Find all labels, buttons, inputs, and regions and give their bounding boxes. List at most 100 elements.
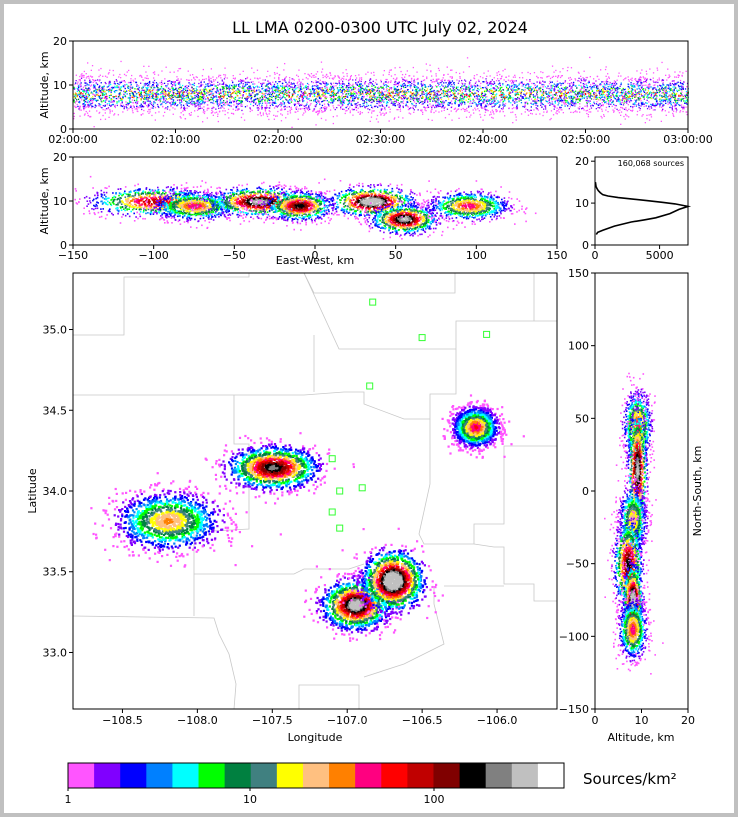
time-altitude-source-mark <box>481 87 484 89</box>
time-altitude-source-mark <box>192 88 194 90</box>
time-altitude-source-mark <box>107 107 110 109</box>
time-altitude-source-mark <box>449 95 451 98</box>
time-altitude-source-mark <box>203 109 205 111</box>
time-altitude-source-mark <box>398 92 400 94</box>
time-altitude-source-mark <box>416 71 418 73</box>
time-altitude-source-mark <box>104 112 106 114</box>
time-altitude-source-mark <box>556 84 558 86</box>
time-altitude-source-mark <box>368 91 370 93</box>
time-altitude-source-mark <box>672 102 675 104</box>
time-altitude-source-mark <box>180 87 183 89</box>
time-altitude-source-mark <box>643 84 645 86</box>
time-altitude-source-mark <box>111 100 113 102</box>
time-altitude-source-mark <box>294 87 296 89</box>
time-altitude-source-mark <box>302 92 304 95</box>
time-altitude-source-mark <box>642 114 644 116</box>
time-altitude-source-mark <box>81 73 83 75</box>
time-altitude-source-mark <box>578 77 580 79</box>
time-altitude-source-mark <box>100 82 102 84</box>
time-altitude-source-mark <box>608 83 610 86</box>
time-altitude-source-mark <box>342 104 344 106</box>
time-altitude-source-mark <box>671 83 674 85</box>
time-altitude-source-mark <box>681 74 683 77</box>
time-altitude-source-mark <box>631 77 633 79</box>
time-altitude-source-mark <box>352 91 354 93</box>
time-altitude-source-mark <box>394 95 396 97</box>
time-altitude-source-mark <box>340 102 343 104</box>
time-altitude-source-mark <box>430 111 432 113</box>
time-altitude-source-mark <box>454 98 457 100</box>
time-altitude-source-mark <box>312 110 314 112</box>
time-altitude-source-mark <box>555 93 557 95</box>
time-altitude-source-mark <box>620 103 622 106</box>
time-altitude-source-mark <box>632 86 635 88</box>
time-altitude-source-mark <box>599 99 601 101</box>
time-altitude-source-mark <box>197 103 199 105</box>
time-altitude-source-mark <box>635 83 637 86</box>
time-altitude-source-mark <box>543 90 545 92</box>
time-altitude-source-mark <box>91 102 93 105</box>
time-altitude-source-mark <box>644 94 646 96</box>
time-altitude-source-mark <box>392 92 394 94</box>
time-altitude-source-mark <box>437 78 439 80</box>
time-altitude-source-mark <box>606 94 608 96</box>
time-altitude-source-mark <box>433 94 435 96</box>
time-altitude-source-mark <box>541 93 543 96</box>
time-altitude-source-mark <box>588 91 591 94</box>
time-altitude-source-mark <box>285 90 288 92</box>
time-altitude-source-mark <box>610 87 612 89</box>
time-altitude-source-mark <box>686 99 688 101</box>
time-altitude-source-mark <box>321 87 323 89</box>
time-altitude-source-mark <box>528 80 531 82</box>
time-altitude-source-mark <box>395 81 397 83</box>
time-altitude-source-mark <box>79 102 81 104</box>
time-altitude-source-mark <box>422 84 424 86</box>
time-altitude-source-mark <box>359 106 361 108</box>
time-altitude-source-mark <box>608 76 610 78</box>
time-altitude-source-mark <box>644 87 647 90</box>
time-altitude-source-mark <box>635 105 637 107</box>
time-altitude-source-mark <box>250 87 252 89</box>
time-altitude-source-mark <box>603 115 605 117</box>
time-altitude-source-mark <box>239 97 241 99</box>
time-altitude-source-mark <box>200 93 202 95</box>
time-altitude-source-mark <box>132 94 134 96</box>
time-altitude-source-mark <box>204 96 206 98</box>
time-altitude-source-mark <box>640 100 642 102</box>
time-altitude-source-mark <box>198 99 200 101</box>
time-altitude-source-mark <box>623 98 625 100</box>
time-altitude-source-mark <box>203 88 205 90</box>
time-altitude-source-mark <box>413 105 415 107</box>
time-altitude-source-mark <box>137 92 140 94</box>
time-altitude-source-mark <box>381 104 383 106</box>
time-altitude-source-mark <box>497 78 499 80</box>
time-altitude-source-mark <box>493 81 495 83</box>
time-altitude-source-mark <box>261 96 263 99</box>
time-altitude-source-mark <box>583 96 585 98</box>
time-altitude-source-mark <box>237 91 240 93</box>
time-altitude-source-mark <box>314 88 316 90</box>
time-altitude-source-mark <box>653 87 655 89</box>
time-altitude-source-mark <box>311 86 313 88</box>
time-altitude-source-mark <box>512 122 514 124</box>
time-altitude-source-mark <box>145 94 148 96</box>
time-altitude-source-mark <box>630 99 632 102</box>
time-altitude-source-mark <box>299 83 301 85</box>
time-altitude-source-mark <box>300 81 302 84</box>
time-altitude-source-mark <box>626 100 628 102</box>
time-altitude-source-mark <box>154 92 156 94</box>
time-altitude-source-mark <box>237 95 239 97</box>
time-altitude-source-mark <box>565 87 567 89</box>
time-altitude-source-mark <box>296 95 298 98</box>
time-altitude-source-mark <box>244 83 247 86</box>
time-altitude-source-mark <box>557 100 559 103</box>
time-altitude-source-mark <box>381 108 384 110</box>
time-altitude-source-mark <box>438 105 440 107</box>
time-altitude-source-mark <box>76 83 79 85</box>
time-altitude-source-mark <box>547 101 549 103</box>
time-altitude-source-mark <box>620 114 622 116</box>
time-altitude-source-mark <box>266 84 268 86</box>
time-altitude-source-mark <box>407 81 409 83</box>
time-altitude-source-mark <box>568 77 570 79</box>
time-altitude-source-mark <box>628 99 630 102</box>
